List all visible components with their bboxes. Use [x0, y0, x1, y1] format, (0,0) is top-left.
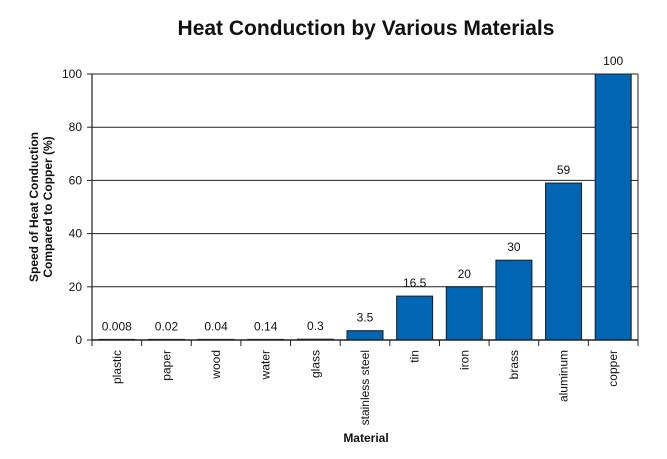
data-label: 0.14: [254, 319, 278, 333]
data-label: 0.3: [307, 319, 324, 333]
y-axis-title-line: Compared to Copper (%): [41, 136, 55, 277]
bar-brass: [495, 259, 533, 341]
category-label: copper: [606, 350, 620, 387]
data-label: 20: [458, 267, 472, 281]
y-tick-label: 0: [75, 333, 82, 347]
axes: [87, 73, 639, 346]
y-tick-label: 40: [69, 227, 83, 241]
category-label: wood: [209, 350, 223, 380]
data-label: 0.008: [102, 319, 132, 333]
bar-aluminum: [545, 182, 583, 341]
category-label: stainless steel: [358, 350, 372, 425]
data-label: 0.02: [155, 319, 179, 333]
category-label: paper: [159, 350, 173, 381]
bars: [98, 73, 632, 341]
y-axis-title: Speed of Heat ConductionCompared to Copp…: [27, 132, 55, 282]
bar-tin: [396, 295, 434, 341]
y-tick-labels: 0 20 40 60 80 100: [62, 67, 82, 347]
data-label: 100: [603, 54, 623, 68]
y-tick-label: 60: [69, 173, 83, 187]
category-label: tin: [408, 350, 422, 363]
category-label: plastic: [110, 350, 124, 384]
data-label: 30: [507, 240, 521, 254]
category-label: iron: [457, 350, 471, 370]
category-label: brass: [507, 350, 521, 379]
category-label: water: [259, 350, 273, 380]
data-label: 0.04: [204, 319, 228, 333]
y-axis-title-line: Speed of Heat Conduction: [27, 132, 41, 282]
y-tick-label: 80: [69, 120, 83, 134]
data-label: 59: [557, 163, 571, 177]
data-label: 3.5: [357, 311, 374, 325]
y-tick-label: 100: [62, 67, 82, 81]
bar-stainless-steel: [346, 330, 384, 341]
chart-title: Heat Conduction by Various Materials: [178, 17, 555, 40]
y-tick-label: 20: [69, 280, 83, 294]
data-label: 16.5: [403, 276, 427, 290]
x-axis-title: Material: [343, 431, 388, 445]
data-labels: 0.008 0.02 0.04 0.14 0.3 3.5 16.5 20 30 59 100: [102, 54, 624, 333]
category-label: aluminum: [557, 350, 571, 402]
category-labels: plastic paper wood water glass stainless stee…: [110, 350, 620, 425]
bar-iron: [445, 286, 483, 341]
category-label: glass: [308, 350, 322, 378]
bar-copper: [594, 73, 632, 341]
